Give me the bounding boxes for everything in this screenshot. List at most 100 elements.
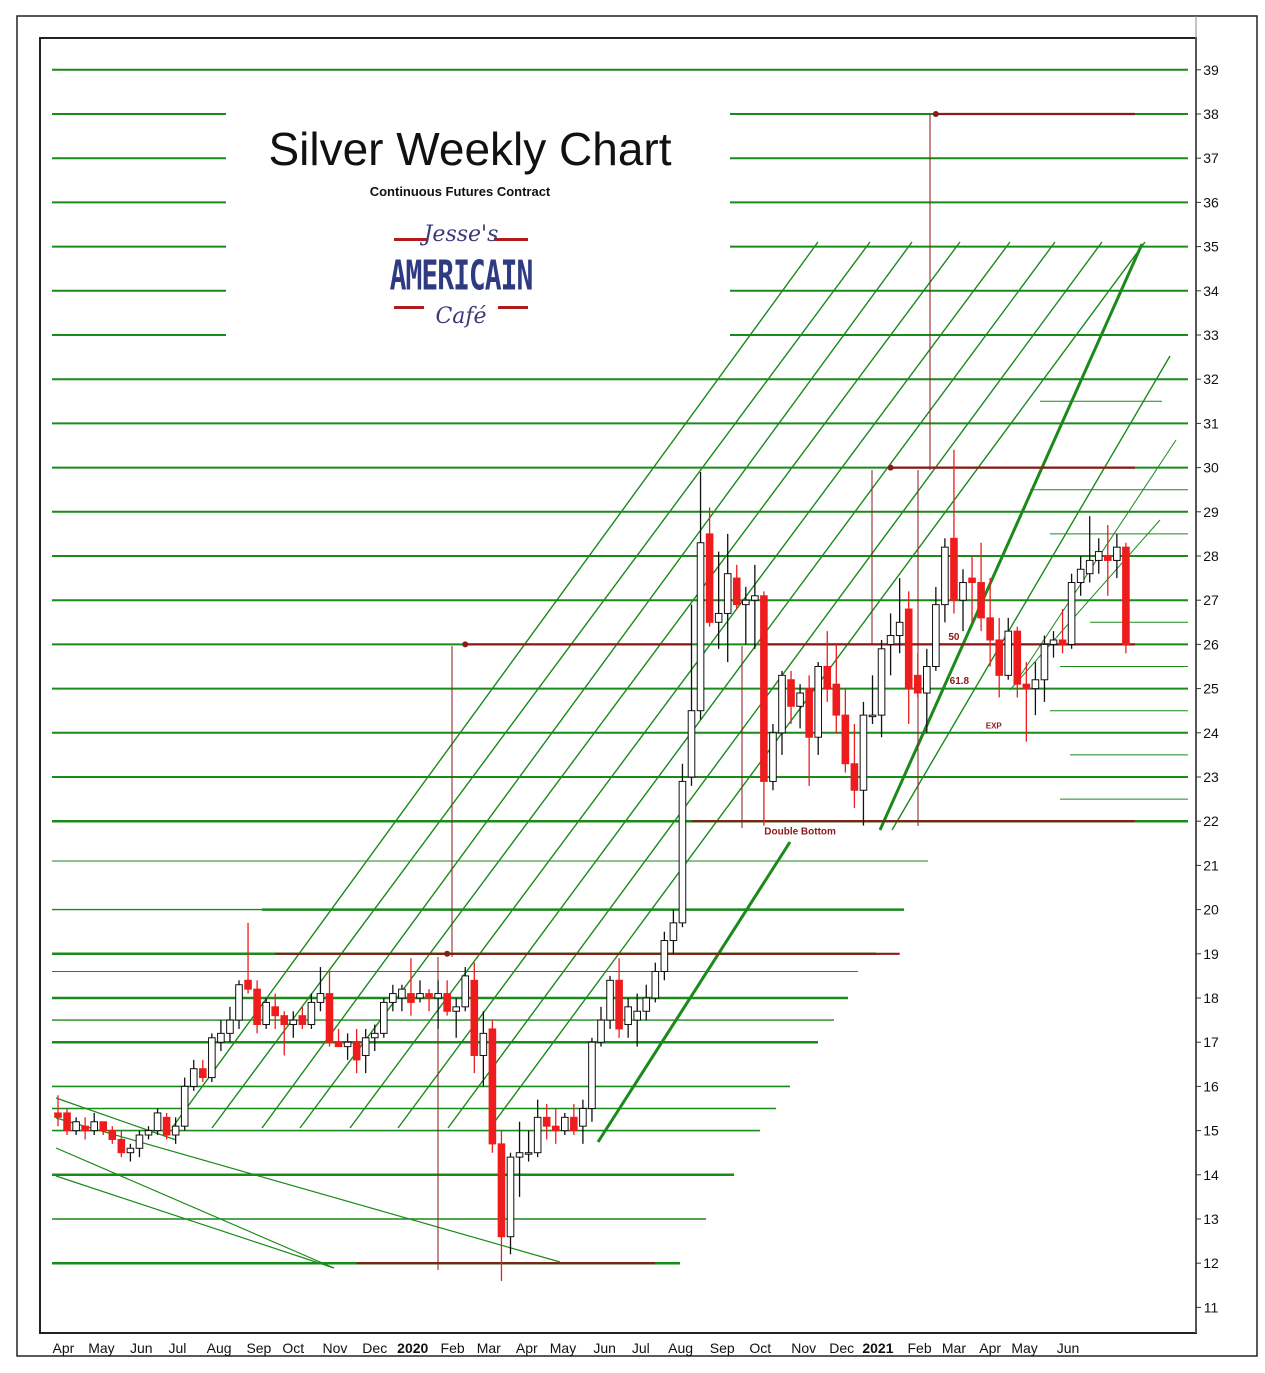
candle-body [398, 988, 406, 999]
candle-body [805, 688, 813, 738]
candle-body [986, 617, 994, 641]
candle [108, 1126, 117, 1144]
candle [588, 1037, 596, 1122]
candle [1058, 609, 1067, 654]
candle [497, 1130, 506, 1281]
candle-body [343, 1041, 352, 1048]
candle [977, 542, 985, 632]
candle-body [271, 1006, 279, 1017]
candle [63, 1108, 71, 1136]
candle-body [135, 1134, 144, 1149]
candle-body [226, 1019, 234, 1034]
trend-line [878, 243, 1144, 831]
candle-body [877, 648, 886, 716]
candle [642, 984, 651, 1021]
candle-body [760, 595, 768, 782]
trend-line [55, 1175, 335, 1269]
candle-body [199, 1068, 207, 1079]
candle [950, 449, 958, 614]
candle [696, 472, 705, 720]
candle [135, 1130, 144, 1158]
key-level-marker [887, 464, 894, 471]
x-tick-label: 2021 [862, 1340, 893, 1356]
candle [615, 958, 623, 1038]
y-tick-label: 36 [1203, 194, 1219, 210]
candle-body [72, 1121, 80, 1132]
candle [742, 586, 750, 645]
annotation-label: 50 [948, 632, 960, 643]
trend-lines [55, 241, 1177, 1269]
candle-body [334, 1041, 343, 1048]
candle-body [950, 537, 958, 601]
candle [986, 578, 994, 667]
annotations: Double Bottom 50 61.8 EXP [764, 632, 1002, 837]
candle-body [769, 732, 777, 782]
logo-line-3: Café [435, 304, 487, 329]
candle-body [615, 979, 623, 1030]
candle-body [1040, 643, 1049, 681]
candle [126, 1143, 135, 1162]
x-tick-label: Apr [53, 1340, 75, 1356]
candle-body [316, 993, 325, 1003]
candle [398, 984, 406, 1012]
candle-body [832, 683, 841, 716]
candle-body [262, 1001, 270, 1026]
candle-body [479, 1032, 488, 1056]
cafe-logo: Jesse's AMERICAIN Café [388, 222, 534, 340]
candle [769, 723, 777, 791]
candle-body [1031, 679, 1040, 690]
candle [217, 1020, 225, 1052]
y-tick-label: 20 [1203, 902, 1219, 918]
x-tick-label: May [550, 1340, 576, 1356]
candle [81, 1117, 89, 1140]
trend-line [447, 241, 1103, 1129]
y-tick-label: 37 [1203, 150, 1219, 166]
candle [1004, 617, 1013, 680]
candle-body [180, 1085, 189, 1127]
y-tick-label: 25 [1203, 681, 1219, 697]
trend-line [397, 241, 1056, 1129]
candle-body [1013, 630, 1022, 685]
candle-body [1076, 568, 1085, 584]
candle [841, 688, 850, 773]
candle [298, 1006, 307, 1029]
candle-body [470, 979, 479, 1056]
chart-title: Silver Weekly Chart [268, 123, 672, 175]
candle-body [208, 1037, 216, 1079]
candle-body [742, 599, 750, 606]
candle [506, 1152, 515, 1255]
x-tick-label: Apr [979, 1340, 1001, 1356]
candle-body [642, 997, 651, 1012]
candle-body [81, 1125, 89, 1132]
candle [1013, 626, 1022, 698]
annotation-label: 61.8 [950, 676, 970, 687]
x-tick-label: Oct [282, 1340, 304, 1356]
candle [859, 701, 868, 826]
candle-body [696, 542, 705, 712]
candle-body [796, 692, 804, 707]
candle [325, 971, 334, 1047]
y-tick-label: 23 [1203, 769, 1219, 785]
candle-body [669, 922, 678, 942]
trend-line [891, 355, 1171, 831]
candle-body [687, 710, 696, 778]
candle [705, 507, 714, 627]
y-tick-label: 33 [1203, 327, 1219, 343]
candle [941, 538, 949, 623]
candle [72, 1117, 80, 1136]
y-tick-label: 16 [1203, 1078, 1219, 1094]
candle [407, 958, 415, 1016]
candle-body [551, 1125, 560, 1132]
x-tick-label: Jul [632, 1340, 650, 1356]
key-level-marker [932, 111, 939, 117]
annotation-label: EXP [986, 721, 1003, 730]
candle-body [235, 984, 243, 1021]
candle-body [217, 1032, 225, 1043]
candle-body [1104, 555, 1112, 561]
candle [1067, 573, 1076, 649]
candle [660, 931, 669, 981]
candles [54, 449, 1130, 1281]
logo-stripe-left-2 [394, 306, 424, 309]
candle [334, 1028, 343, 1048]
